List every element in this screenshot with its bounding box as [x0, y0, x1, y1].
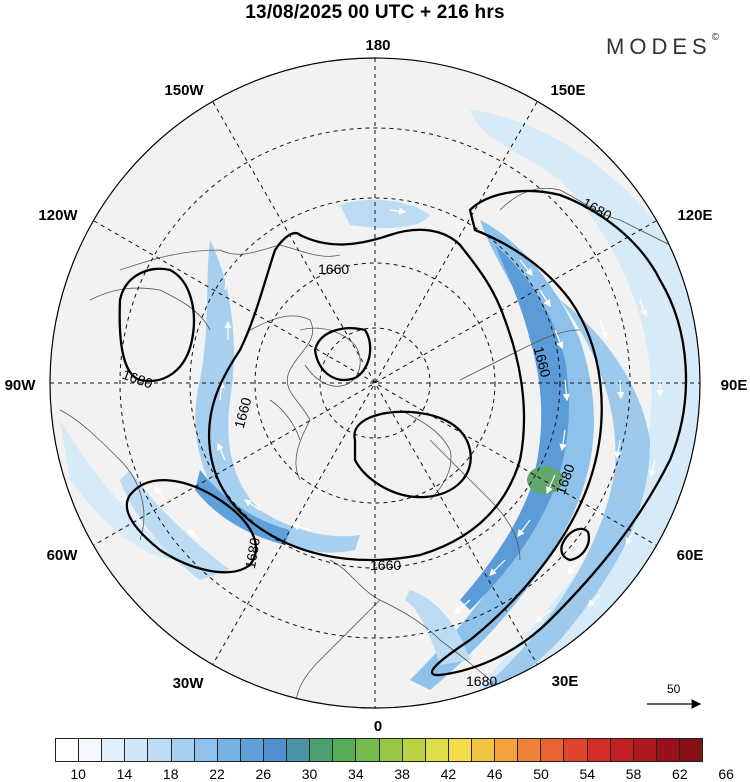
colorbar-tick-label: 14 — [116, 766, 133, 782]
wind-speed-colorbar — [55, 738, 703, 762]
colorbar-tick-label: 66 — [718, 766, 734, 782]
colorbar-cell — [217, 739, 241, 761]
colorbar-cell — [656, 739, 680, 761]
contour-label-1660-east: 1660 — [531, 345, 555, 379]
polar-map: 1660 1680 1660 1680 1660 1660 1680 1680 … — [5, 37, 748, 735]
colorbar-tick-label: 42 — [440, 766, 457, 782]
colorbar-cell — [148, 739, 172, 761]
colorbar-cell — [171, 739, 195, 761]
copyright-mark: © — [711, 32, 720, 43]
jet-south — [405, 590, 470, 665]
colorbar-cell — [356, 739, 380, 761]
jet-west — [195, 240, 360, 553]
colorbar-cell — [240, 739, 264, 761]
lon-label-30w: 30W — [173, 675, 205, 692]
colorbar-cell — [56, 739, 80, 761]
colorbar-cell — [263, 739, 288, 761]
colorbar-cell — [564, 739, 588, 761]
colorbar-cell — [587, 739, 611, 761]
colorbar-tick-label: 62 — [672, 766, 688, 782]
contour-1680-east — [430, 189, 688, 677]
colorbar-tick-label: 22 — [209, 766, 225, 782]
contour-1660-main — [207, 228, 526, 562]
colorbar-cell — [448, 739, 472, 761]
lon-label-30e: 30E — [552, 673, 579, 690]
colorbar-tick-label: 54 — [579, 766, 596, 782]
contour-1680-small-east — [560, 527, 591, 562]
colorbar-cell — [402, 739, 426, 761]
colorbar-cell — [194, 739, 218, 761]
colorbar-tick-label: 58 — [625, 766, 642, 782]
colorbar-tick-label: 46 — [486, 766, 503, 782]
jet-max-patch — [527, 466, 563, 494]
brand-logo: MODES© — [606, 32, 720, 60]
contour-1680-west-loop — [118, 267, 196, 383]
lon-label-120w: 120W — [38, 207, 78, 224]
colorbar-cell — [471, 739, 496, 761]
colorbar-cell — [541, 739, 565, 761]
colorbar-cell — [679, 739, 703, 761]
colorbar-cell — [633, 739, 657, 761]
colorbar-cell — [287, 739, 311, 761]
graticule — [50, 58, 700, 708]
lon-label-180: 180 — [365, 37, 390, 54]
lon-label-60w: 60W — [47, 547, 79, 564]
brand-name: MODES — [606, 34, 712, 59]
jet-north-patch — [340, 199, 430, 228]
map-title: 13/08/2025 00 UTC + 216 hrs — [245, 2, 505, 23]
contour-1680-inner-europe — [353, 410, 472, 499]
jet-southwest — [60, 420, 180, 560]
colorbar-tick-label: 30 — [301, 766, 318, 782]
lon-label-150e: 150E — [550, 82, 585, 99]
wind-scale-label: 50 — [667, 682, 681, 696]
colorbar-cell — [310, 739, 334, 761]
colorbar-cell — [425, 739, 449, 761]
contour-label-1660-north: 1660 — [318, 261, 349, 277]
longitude-labels: 180 150E 120E 90E 60E 30E 0 30W 60W 90W … — [5, 37, 748, 735]
jet-mid-belt-east — [440, 300, 650, 708]
lon-label-0: 0 — [374, 718, 382, 735]
map-boundary — [49, 57, 701, 709]
colorbar-tick-label: 10 — [70, 766, 86, 782]
contour-label-1660-south: 1660 — [370, 557, 401, 573]
map-disk — [50, 58, 700, 708]
colorbar-cell — [333, 739, 357, 761]
lon-label-150w: 150W — [164, 82, 204, 99]
colorbar-tick-label: 50 — [533, 766, 549, 782]
colorbar-cell — [495, 739, 519, 761]
lon-label-60e: 60E — [677, 547, 704, 564]
colorbar-cell — [125, 739, 149, 761]
colorbar-tick-label: 18 — [162, 766, 179, 782]
height-contours — [118, 189, 688, 677]
colorbar-cell — [518, 739, 542, 761]
lon-label-90w: 90W — [5, 377, 37, 394]
contour-label-1660-west: 1660 — [231, 395, 255, 429]
wind-vectors — [154, 207, 664, 641]
colorbar-cell — [610, 739, 634, 761]
colorbar-cell — [79, 739, 103, 761]
colorbar-tick-label: 26 — [255, 766, 272, 782]
jet-west-core — [195, 470, 290, 545]
colorbar-cell — [379, 739, 403, 761]
colorbar-tick-label: 38 — [394, 766, 410, 782]
lon-label-90e: 90E — [721, 377, 748, 394]
jet-strong-east — [460, 245, 569, 610]
colorbar-tick-label: 34 — [348, 766, 364, 782]
colorbar-cell — [102, 739, 126, 761]
lon-label-120e: 120E — [677, 207, 712, 224]
contour-label-1680-southwest: 1680 — [242, 536, 263, 570]
contour-label-1680-south: 1680 — [466, 673, 497, 689]
contour-1680-southwest-loop — [125, 479, 257, 574]
contour-1660-inner-arctic — [313, 327, 372, 381]
